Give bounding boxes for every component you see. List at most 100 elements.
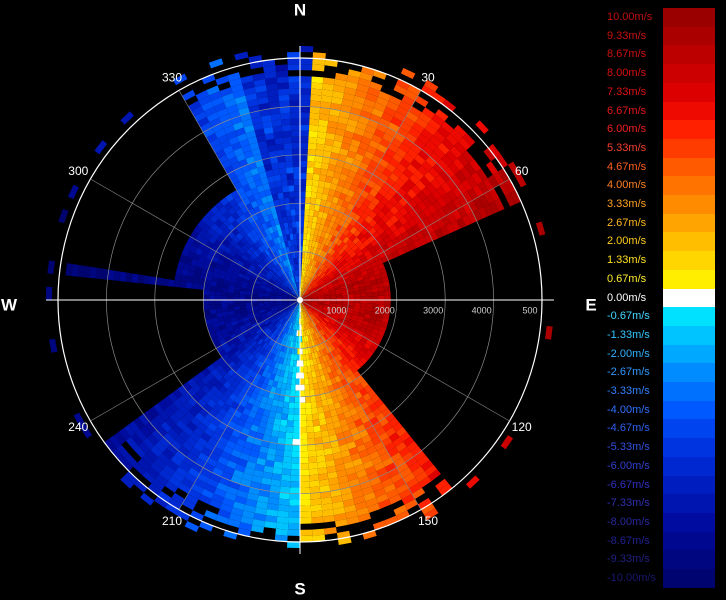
velocity-cell [418,112,432,124]
velocity-cell [271,119,282,127]
velocity-cell [300,469,310,476]
velocity-cell [428,167,440,179]
velocity-cell [398,197,408,207]
velocity-cell [190,230,199,240]
velocity-cell [483,147,496,162]
velocity-cell [303,323,307,330]
velocity-cell [212,403,222,413]
velocity-cell [303,329,306,337]
velocity-cell [477,206,488,219]
velocity-cell [281,301,288,303]
velocity-cell [186,451,198,463]
velocity-cell [285,307,291,313]
velocity-cell [345,338,352,345]
velocity-cell [305,300,312,303]
velocity-cell [306,420,314,427]
velocity-cell [242,278,250,284]
velocity-cell [303,304,308,310]
velocity-cell [237,133,248,142]
velocity-cell [312,234,318,242]
compass-label-w: W [1,295,18,314]
velocity-cell [240,287,247,292]
velocity-cell [322,327,329,333]
velocity-cell [287,285,293,291]
velocity-cell [268,442,278,450]
velocity-cell [351,178,361,187]
velocity-cell [440,121,454,134]
velocity-cell [227,307,235,312]
velocity-cell [401,95,415,107]
velocity-cell [310,504,323,512]
velocity-cell [235,330,243,337]
velocity-cell [275,297,282,300]
velocity-cell [227,72,241,82]
velocity-cell [194,478,207,489]
velocity-cell [346,283,353,288]
velocity-cell [378,472,391,483]
velocity-cell [246,361,254,369]
velocity-cell [254,315,262,320]
velocity-cell [201,394,211,404]
velocity-cell [290,291,296,297]
colorbar-label: 0.00m/s [607,291,647,304]
velocity-cell [351,348,359,356]
velocity-cell [271,287,278,292]
velocity-cell [325,416,333,425]
colorbar-label: -4.67m/s [607,422,650,435]
velocity-cell [315,338,320,346]
velocity-cell [309,118,319,126]
velocity-cell [309,486,321,494]
velocity-cell [204,427,215,437]
velocity-cell [344,195,353,203]
velocity-cell [236,208,244,217]
velocity-cell [259,271,266,277]
velocity-cell [296,317,299,325]
velocity-cell [313,382,319,390]
velocity-cell [198,95,212,106]
velocity-cell [246,231,254,239]
velocity-cell [410,158,422,170]
velocity-cell [285,327,290,334]
velocity-cell [329,292,336,296]
velocity-cell [322,150,332,158]
velocity-cell [327,285,334,290]
velocity-cell [352,237,360,245]
velocity-cell [372,214,382,223]
velocity-cell [308,215,314,223]
velocity-cell [120,457,134,472]
velocity-cell [263,257,270,264]
velocity-cell [395,441,407,453]
velocity-cell [359,203,368,212]
velocity-cell [381,214,390,224]
velocity-cell [278,94,290,102]
velocity-cell [277,344,283,351]
velocity-cell [241,348,249,356]
velocity-cell [289,203,296,210]
velocity-cell [285,246,290,254]
velocity-cell [318,369,325,376]
velocity-cell [280,248,285,255]
velocity-cell [437,196,448,208]
velocity-cell [308,377,314,385]
velocity-cell [289,252,294,259]
velocity-cell [368,431,379,441]
velocity-cell [269,156,279,164]
velocity-cell [363,184,373,194]
velocity-cell [288,227,293,235]
velocity-cell [252,289,259,294]
velocity-cell [375,163,386,174]
velocity-cell [389,157,400,168]
velocity-cell [321,89,334,97]
velocity-cell [339,110,351,119]
velocity-cell [333,284,341,289]
velocity-cell [263,301,270,304]
velocity-cell [294,408,300,415]
velocity-cell [345,416,355,425]
velocity-cell [356,208,364,217]
velocity-cell [232,203,241,212]
velocity-cell [407,242,417,251]
velocity-cell [292,154,300,161]
velocity-cell [169,413,181,425]
velocity-cell [296,288,299,295]
velocity-cell [211,431,222,442]
